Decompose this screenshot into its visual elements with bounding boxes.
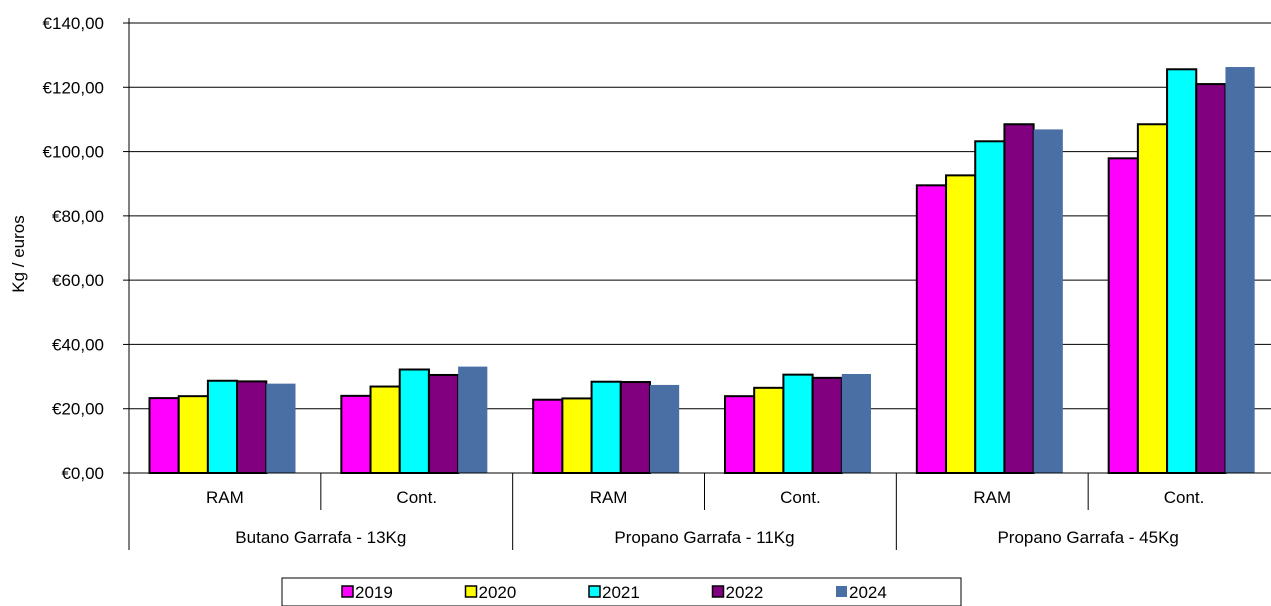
y-tick-label: €140,00 <box>43 14 104 33</box>
bar-2020-4 <box>945 174 977 474</box>
bar-2021-0 <box>206 379 239 474</box>
legend: 2019 2020 2021 2022 2024 <box>281 577 962 606</box>
legend-swatch-2024 <box>836 586 847 597</box>
legend-label-2022: 2022 <box>726 583 764 602</box>
x-subcategory-label: Cont. <box>780 488 821 507</box>
legend-label-2020: 2020 <box>479 583 517 602</box>
y-tick-label: €120,00 <box>43 78 104 97</box>
bar-2022-3 <box>811 376 843 475</box>
bar-2020-1 <box>369 385 401 474</box>
y-axis-label: Kg / euros <box>9 215 28 293</box>
gridlines <box>129 22 1271 410</box>
bar-2019-5 <box>1107 157 1139 474</box>
bar-2021-5 <box>1166 68 1198 475</box>
legend-swatch-2019 <box>341 585 354 598</box>
bar-2021-4 <box>974 140 1006 475</box>
bar-2024-5 <box>1225 67 1255 474</box>
y-tick-label: €0,00 <box>61 464 104 483</box>
bars <box>148 67 1255 475</box>
x-category-labels: RAM Cont. Butano Garrafa - 13Kg RAM Cont. Pro… <box>128 473 1205 550</box>
bar-2021-2 <box>590 380 622 475</box>
x-group-label: Propano Garrafa - 45Kg <box>997 528 1178 547</box>
x-subcategory-label: Cont. <box>1164 488 1205 507</box>
bar-2022-0 <box>236 380 268 474</box>
bar-2019-4 <box>915 184 948 474</box>
bar-2019-2 <box>532 398 564 475</box>
bar-2020-0 <box>177 395 209 474</box>
legend-label-2021: 2021 <box>602 583 640 602</box>
bar-2024-0 <box>266 383 296 473</box>
y-tick-labels: €0,00 €20,00 €40,00 €60,00 €80,00 €100,00 €120… <box>43 14 129 483</box>
bar-2021-3 <box>782 373 814 474</box>
bar-2024-2 <box>649 384 680 473</box>
bar-2019-3 <box>724 395 756 474</box>
bar-2019-1 <box>340 394 372 475</box>
x-subcategory-label: Cont. <box>396 488 437 507</box>
bar-2024-1 <box>458 366 488 473</box>
legend-label-2019: 2019 <box>355 583 393 602</box>
legend-label-2024: 2024 <box>849 583 887 602</box>
bar-2019-0 <box>148 397 180 475</box>
legend-box <box>281 577 962 606</box>
bar-2024-3 <box>841 374 871 473</box>
bar-2024-4 <box>1033 129 1063 473</box>
bar-2020-5 <box>1136 123 1169 474</box>
bar-2020-2 <box>561 397 593 474</box>
y-tick-label: €40,00 <box>52 335 104 354</box>
bar-2021-1 <box>398 368 430 474</box>
bar-2022-4 <box>1003 123 1035 474</box>
x-subcategory-label: RAM <box>590 488 628 507</box>
legend-swatch-2022 <box>711 585 725 598</box>
legend-swatch-2021 <box>588 585 601 598</box>
y-tick-label: €20,00 <box>52 400 104 419</box>
bar-2022-5 <box>1195 83 1227 474</box>
bar-2022-1 <box>427 373 460 475</box>
bar-2022-2 <box>619 381 651 474</box>
y-tick-label: €60,00 <box>52 271 104 290</box>
y-tick-label: €100,00 <box>43 143 104 162</box>
x-group-label: Butano Garrafa - 13Kg <box>235 528 406 547</box>
x-subcategory-label: RAM <box>206 488 244 507</box>
x-subcategory-label: RAM <box>973 488 1011 507</box>
x-group-label: Propano Garrafa - 11Kg <box>614 528 794 547</box>
bar-2020-3 <box>753 386 785 475</box>
legend-swatch-2020 <box>464 585 478 598</box>
axes <box>123 18 1271 474</box>
y-tick-label: €80,00 <box>52 207 104 226</box>
